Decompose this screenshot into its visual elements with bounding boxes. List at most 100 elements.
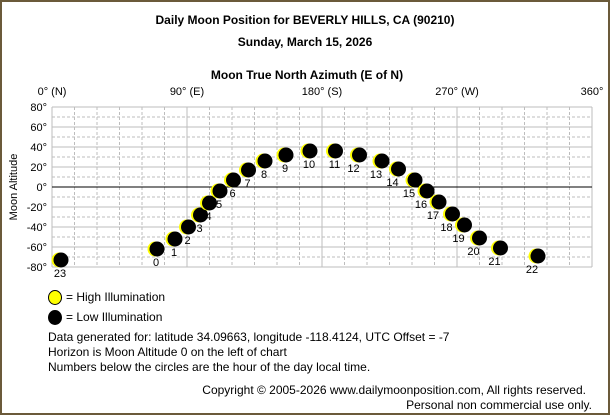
moon-dark-disc xyxy=(53,252,69,268)
moon-dark-disc xyxy=(278,147,294,163)
note-hours: Numbers below the circles are the hour o… xyxy=(48,360,371,374)
note-location: Data generated for: latitude 34.09663, l… xyxy=(48,330,450,344)
moon-dark-disc xyxy=(431,194,447,210)
hour-label: 2 xyxy=(184,235,190,247)
hour-label: 20 xyxy=(467,246,479,258)
hour-label: 19 xyxy=(452,233,464,245)
moon-marker-hour-3: 3 xyxy=(191,207,208,235)
moon-dark-disc xyxy=(167,231,183,247)
y-tick-label: 0° xyxy=(36,182,47,194)
moon-marker-hour-7: 7 xyxy=(239,162,256,190)
y-tick-label: 80° xyxy=(30,102,47,114)
moon-marker-hour-9: 9 xyxy=(276,147,294,175)
moon-marker-hour-23: 23 xyxy=(51,252,69,280)
moon-marker-hour-11: 11 xyxy=(326,143,343,171)
y-tick-label: -20° xyxy=(27,202,47,214)
moon-marker-hour-17: 17 xyxy=(427,194,447,222)
y-tick-label: -40° xyxy=(27,222,47,234)
hour-label: 4 xyxy=(205,211,211,223)
x-tick-label: 270° (W) xyxy=(435,86,479,98)
legend-item-high: = High Illumination xyxy=(48,287,165,307)
moon-marker-hour-1: 1 xyxy=(165,231,183,259)
moon-position-plot: Moon True North Azimuth (E of N) Moon Al… xyxy=(8,68,604,280)
moon-dark-disc xyxy=(493,240,508,256)
y-tick-label: 60° xyxy=(30,122,47,134)
hour-label: 8 xyxy=(261,169,267,181)
moon-dark-disc xyxy=(391,161,406,177)
hour-label: 17 xyxy=(427,210,439,222)
hour-label: 7 xyxy=(244,178,250,190)
moon-marker-hour-12: 12 xyxy=(347,147,367,175)
moon-marker-hour-18: 18 xyxy=(440,206,460,234)
hour-label: 11 xyxy=(329,159,340,171)
chart-title: Daily Moon Position for BEVERLY HILLS, C… xyxy=(155,13,455,27)
hour-label: 18 xyxy=(440,222,452,234)
legend-label-high: = High Illumination xyxy=(66,290,166,304)
hour-label: 13 xyxy=(370,169,382,181)
moon-marker-hour-15: 15 xyxy=(403,172,423,200)
usage-note: Personal non commercial use only. xyxy=(406,398,592,412)
moon-marker-hour-16: 16 xyxy=(415,183,435,211)
x-axis-label: Moon True North Azimuth (E of N) xyxy=(211,68,403,82)
hour-label: 21 xyxy=(488,256,500,268)
x-tick-label: 0° (N) xyxy=(38,86,67,98)
black-circle-icon xyxy=(48,309,62,325)
hour-label: 0 xyxy=(153,257,159,269)
moon-dark-disc xyxy=(530,248,546,264)
x-tick-label: 360° xyxy=(581,86,604,98)
hour-label: 15 xyxy=(403,188,415,200)
x-tick-label: 90° (E) xyxy=(170,86,204,98)
hour-label: 3 xyxy=(196,223,202,235)
moon-marker-hour-5: 5 xyxy=(210,183,228,211)
hour-label: 5 xyxy=(216,199,222,211)
moon-dark-disc xyxy=(241,162,256,178)
hour-label: 23 xyxy=(54,268,66,280)
moon-dark-disc xyxy=(472,230,487,246)
y-tick-label: 40° xyxy=(30,142,47,154)
moon-dark-disc xyxy=(407,172,423,188)
moon-dark-disc xyxy=(419,183,435,199)
moon-marker-hour-21: 21 xyxy=(488,240,508,268)
moon-dark-disc xyxy=(257,153,273,169)
moon-dark-disc xyxy=(212,183,228,199)
moon-marker-hour-13: 13 xyxy=(370,153,390,181)
moon-marker-hour-8: 8 xyxy=(255,153,273,181)
hour-label: 14 xyxy=(386,177,398,189)
moon-marker-hour-0: 0 xyxy=(147,241,165,269)
hour-label: 12 xyxy=(347,163,359,175)
moon-dark-disc xyxy=(457,217,472,233)
legend-label-low: = Low Illumination xyxy=(66,310,163,324)
moon-dark-disc xyxy=(374,153,390,169)
moon-marker-hour-6: 6 xyxy=(224,172,241,200)
grid xyxy=(51,106,593,268)
yellow-circle-icon xyxy=(48,289,62,305)
moon-marker-hour-22: 22 xyxy=(526,248,546,276)
moon-dark-disc xyxy=(193,207,208,223)
moon-marker-hour-10: 10 xyxy=(300,143,318,171)
hour-label: 10 xyxy=(303,159,315,171)
moon-marker-hour-19: 19 xyxy=(452,217,472,245)
moon-dark-disc xyxy=(328,143,343,159)
copyright: Copyright © 2005-2026 www.dailymoonposit… xyxy=(202,383,586,397)
hour-label: 6 xyxy=(229,188,235,200)
moon-dark-disc xyxy=(181,219,196,235)
moon-dark-disc xyxy=(202,195,217,211)
legend-item-low: = Low Illumination xyxy=(48,307,165,327)
moon-dark-disc xyxy=(302,143,318,159)
moon-marker-hour-14: 14 xyxy=(386,161,406,189)
y-tick-label: -60° xyxy=(27,242,47,254)
moon-dark-disc xyxy=(226,172,241,188)
moon-marker-hour-4: 4 xyxy=(200,195,217,223)
x-tick-label: 180° (S) xyxy=(302,86,342,98)
y-tick-label: -80° xyxy=(27,262,47,274)
hour-label: 1 xyxy=(171,247,177,259)
moon-dark-disc xyxy=(445,206,460,222)
moon-marker-hour-2: 2 xyxy=(179,219,196,247)
moon-marker-hour-20: 20 xyxy=(467,230,487,258)
tick-labels: 0° (N) 90° (E) 180° (S) 270° (W) 360°80°60°4… xyxy=(27,86,604,274)
hour-label: 9 xyxy=(282,163,288,175)
y-tick-label: 20° xyxy=(30,162,47,174)
note-horizon: Horizon is Moon Altitude 0 on the left o… xyxy=(48,345,287,359)
